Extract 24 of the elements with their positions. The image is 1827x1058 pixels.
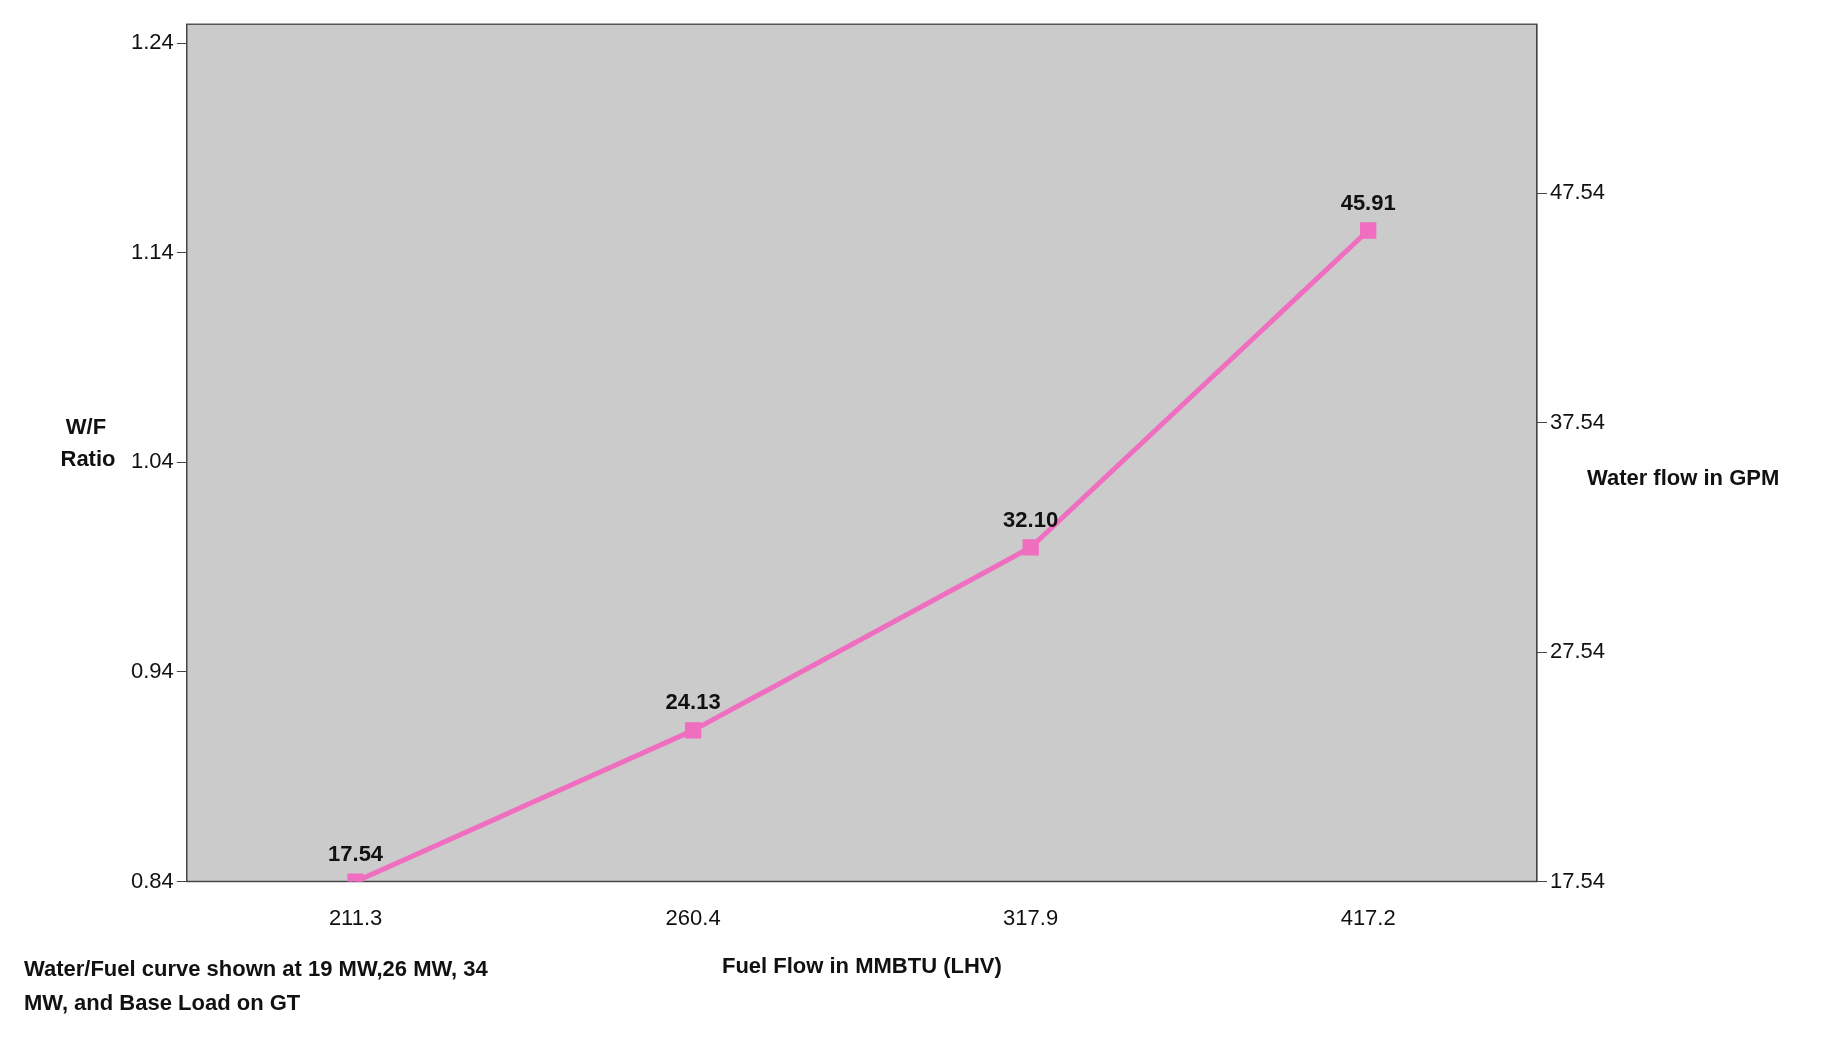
data-label: 17.54	[328, 840, 384, 866]
y2-tick-label: 47.54	[1549, 179, 1606, 205]
y2-tick-label: 27.54	[1549, 638, 1606, 664]
y-tick-label: 0.84	[130, 867, 174, 893]
y-tick-label: 1.24	[130, 29, 174, 55]
y-tick-label: 1.14	[130, 238, 174, 264]
data-label: 45.91	[1340, 189, 1396, 215]
y2-axis-title: Water flow in GPM	[1586, 464, 1780, 490]
y-tick-label: 1.04	[130, 448, 174, 474]
y-axis-title: W/F Ratio	[60, 414, 116, 472]
point	[1022, 539, 1039, 556]
x-tick-label: 417.2	[1340, 904, 1396, 930]
text: Water/Fuel curve shown at 19 MW,26 MW, 34 MW, and Base Load on GT	[24, 955, 489, 1015]
x-tick-label: 317.9	[1003, 904, 1059, 930]
y2-tick-label: 37.54	[1549, 408, 1606, 434]
data-label: 24.13	[665, 689, 721, 715]
point	[684, 722, 702, 739]
x-tick-label: 260.4	[665, 904, 721, 930]
x-tick-label: 211.3	[328, 904, 383, 930]
x-axis-title: Fuel Flow in MMBTU (LHV)	[721, 952, 1002, 978]
y2-tick-label: 17.54	[1549, 867, 1606, 893]
y-tick-label: 0.94	[130, 658, 174, 684]
data-label: 32.10	[1003, 506, 1059, 532]
point	[1360, 222, 1377, 239]
